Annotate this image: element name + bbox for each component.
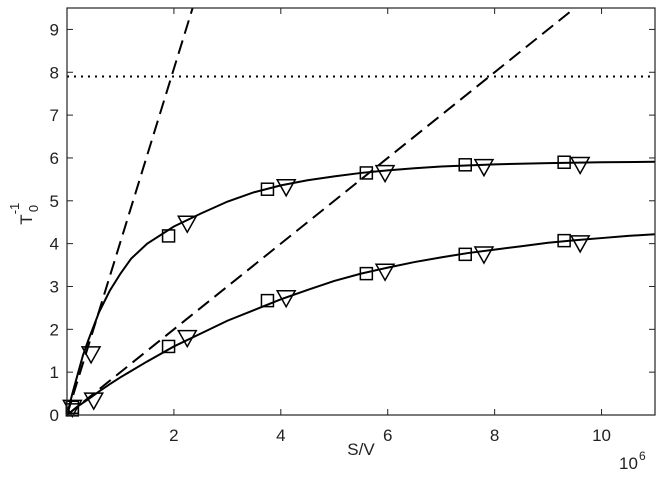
y-axis-label: T [17,214,36,224]
triangle-marker [374,263,396,282]
y-tick-label: 6 [50,149,59,168]
labels-layer: S/V T -1 0 10 6 [7,203,646,473]
x-tick-label: 10 [592,426,611,445]
triangle-marker [83,392,105,411]
y-tick-label: 9 [50,20,59,39]
square-marker [557,233,571,248]
y-tick-label: 4 [50,235,59,254]
y-tick-label: 3 [50,277,59,296]
square-marker [557,155,571,169]
x-axis-label: S/V [347,440,375,459]
y-axis-label-superscript: -1 [7,203,22,215]
x-tick-label: 8 [490,426,499,445]
triangle-marker [80,346,102,365]
triangle-marker [62,399,83,418]
square-marker [260,293,275,308]
triangle-marker [275,290,297,309]
y-tick-label: 8 [50,63,59,82]
y-axis-label-subscript: 0 [26,205,41,212]
x-axis-multiplier-exponent: 6 [639,449,646,463]
square-marker [260,182,275,196]
plot-frame [66,7,656,416]
series-line-dashed-3 [67,8,576,415]
triangle-marker [176,329,198,349]
series-line-solid-1 [67,233,655,415]
ticks-layer: 2 4 6 8 10 0 1 2 3 4 5 6 7 8 9 [50,8,655,445]
x-tick-label: 6 [383,426,392,445]
square-marker [161,339,176,354]
square-marker [458,158,472,172]
y-tick-label: 2 [50,320,59,339]
square-marker [359,266,374,281]
x-tick-label: 2 [169,426,178,445]
triangle-marker [374,164,396,184]
triangle-marker [275,179,297,198]
y-tick-label: 0 [50,406,59,425]
triangle-marker [473,158,495,178]
y-tick-label: 5 [50,192,59,211]
square-marker [359,166,374,180]
markers-layer [62,155,591,418]
square-marker [161,229,176,243]
triangle-marker [176,215,198,234]
triangle-marker [569,235,591,254]
series-line-solid-0 [67,160,655,415]
triangle-marker [569,156,591,176]
y-tick-label: 1 [50,363,59,382]
x-tick-label: 4 [276,426,285,445]
y-tick-label: 7 [50,106,59,125]
triangle-marker [473,246,495,265]
lines-layer [67,8,655,415]
square-marker [458,247,472,262]
x-axis-multiplier: 10 [619,454,638,473]
